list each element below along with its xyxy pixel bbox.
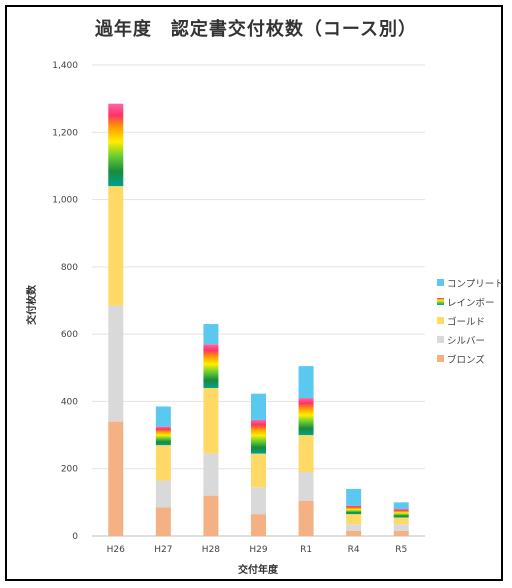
bar-segment-R5-ゴールド xyxy=(393,517,409,525)
legend-item: ブロンズ xyxy=(437,349,504,368)
bar-segment-R4-レインボー xyxy=(346,505,362,515)
bar-segment-R5-ブロンズ xyxy=(393,530,409,536)
y-axis-label: 交付枚数 xyxy=(25,284,38,325)
bar-segment-H27-シルバー xyxy=(155,480,171,508)
x-axis-label: 交付年度 xyxy=(238,563,279,576)
bar-segment-H28-コンプリート xyxy=(203,324,219,345)
bar-segment-H28-シルバー xyxy=(203,453,219,496)
legend-label: レインボー xyxy=(447,297,495,309)
y-tick-label: 1,200 xyxy=(52,128,78,138)
legend-label: ブロンズ xyxy=(447,354,485,366)
legend: コンプリート レインボーゴールドシルバーブロンズ xyxy=(437,273,504,368)
bar-segment-H27-コンプリート xyxy=(155,406,171,427)
x-tick-label: H27 xyxy=(154,545,172,555)
bar-segment-H29-ゴールド xyxy=(251,453,266,488)
x-tick-label: R4 xyxy=(348,545,360,555)
bar-segment-R1-シルバー xyxy=(298,472,314,501)
bars-layer xyxy=(108,103,409,536)
bar-segment-H26-レインボー xyxy=(108,103,124,187)
y-tick-label: 1,400 xyxy=(52,61,78,71)
bar-segment-R1-ゴールド xyxy=(298,435,314,473)
bar-segment-R4-ブロンズ xyxy=(346,530,362,536)
legend-swatch xyxy=(437,336,444,343)
y-tick-label: 400 xyxy=(61,397,78,407)
bar-segment-H29-コンプリート xyxy=(251,393,266,420)
bar-segment-H29-レインボー xyxy=(251,419,266,454)
bar-segment-H29-シルバー xyxy=(251,487,266,515)
x-tick-labels: H26 H27 H28 H29 R1 R4 R5 xyxy=(107,545,408,555)
bar-segment-H28-レインボー xyxy=(203,344,219,388)
bar-segment-H28-ゴールド xyxy=(203,387,219,454)
y-tick-label: 0 xyxy=(72,532,78,542)
legend-label: コンプリート xyxy=(447,278,504,290)
x-tick-label: R1 xyxy=(300,545,312,555)
x-tick-label: R5 xyxy=(395,545,407,555)
bar-segment-H27-ゴールド xyxy=(155,445,171,481)
bar-segment-R4-コンプリート xyxy=(346,488,362,506)
bar-segment-R1-レインボー xyxy=(298,398,314,436)
bar-segment-H27-レインボー xyxy=(155,426,171,446)
chart-title: 過年度 認定書交付枚数（コース別） xyxy=(94,19,418,40)
y-tick-label: 800 xyxy=(61,263,78,273)
bar-segment-R5-コンプリート xyxy=(393,502,409,510)
bar-segment-H26-ブロンズ xyxy=(108,421,124,536)
y-tick-labels: 0 200 400 600 800 1,000 1,200 1,400 xyxy=(52,61,78,542)
legend-item: シルバー xyxy=(437,330,504,349)
y-tick-label: 1,000 xyxy=(52,196,78,206)
legend-label: シルバー xyxy=(447,335,486,347)
legend-swatch xyxy=(437,317,444,324)
bar-segment-H26-ゴールド xyxy=(108,186,124,306)
x-tick-label: H28 xyxy=(202,545,220,555)
bar-segment-R1-コンプリート xyxy=(298,366,314,399)
x-tick-label: H29 xyxy=(249,545,267,555)
legend-item: レインボー xyxy=(437,292,504,311)
bar-segment-H28-ブロンズ xyxy=(203,495,219,536)
bar-segment-R1-ブロンズ xyxy=(298,500,314,536)
legend-swatch xyxy=(437,279,444,286)
x-tick-label: H26 xyxy=(107,545,125,555)
y-tick-label: 600 xyxy=(61,330,78,340)
y-tick-label: 200 xyxy=(61,465,78,475)
bar-segment-R4-ゴールド xyxy=(346,514,362,525)
legend-item: ゴールド xyxy=(437,311,504,330)
bar-segment-R5-レインボー xyxy=(393,509,409,518)
legend-swatch xyxy=(437,298,444,305)
bar-segment-H27-ブロンズ xyxy=(155,507,171,536)
legend-swatch xyxy=(437,355,444,362)
legend-label: ゴールド xyxy=(447,316,486,328)
legend-item: コンプリート xyxy=(437,273,504,292)
bar-segment-R4-シルバー xyxy=(346,524,362,531)
bar-segment-H29-ブロンズ xyxy=(251,514,266,536)
bar-segment-R5-シルバー xyxy=(393,524,409,531)
bar-segment-H26-シルバー xyxy=(108,305,124,422)
